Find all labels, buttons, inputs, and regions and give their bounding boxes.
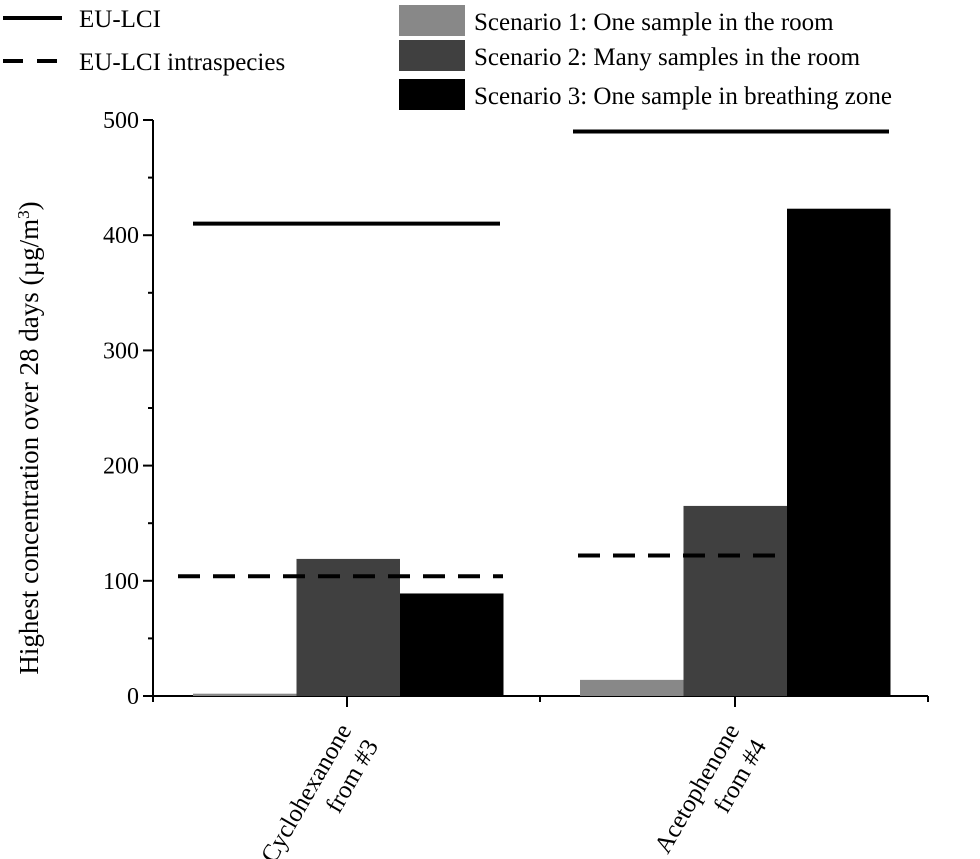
legend-swatch [399,40,465,71]
bar [193,693,297,696]
y-tick-label: 0 [127,684,139,710]
legend-line-label: EU-LCI [79,6,161,33]
legend-series: Scenario 1: One sample in the room Scenar… [399,5,892,110]
legend-label: Scenario 2: Many samples in the room [474,44,861,71]
bar [400,593,504,696]
y-tick-label: 300 [103,338,139,364]
legend-reference-lines: EU-LCI EU-LCI intraspecies [3,6,285,76]
y-tick-label: 200 [103,454,139,480]
bars [193,208,891,697]
legend-line-label: EU-LCI intraspecies [79,49,285,76]
legend-swatch [399,5,465,36]
reference-lines [178,129,889,579]
y-tick-label: 500 [103,108,139,134]
y-tick-label: 100 [103,569,139,595]
y-axis-label: Highest concentration over 28 days (µg/m… [14,201,45,674]
bar [580,679,684,696]
y-tick-label: 400 [103,223,139,249]
legend-label: Scenario 1: One sample in the room [474,9,834,36]
bar [683,505,787,696]
legend-swatch [399,79,465,110]
bar [787,208,891,697]
y-axis: 0 100 200 300 400 500 [103,108,154,710]
bar [296,558,400,696]
legend-label: Scenario 3: One sample in breathing zone [474,83,892,110]
